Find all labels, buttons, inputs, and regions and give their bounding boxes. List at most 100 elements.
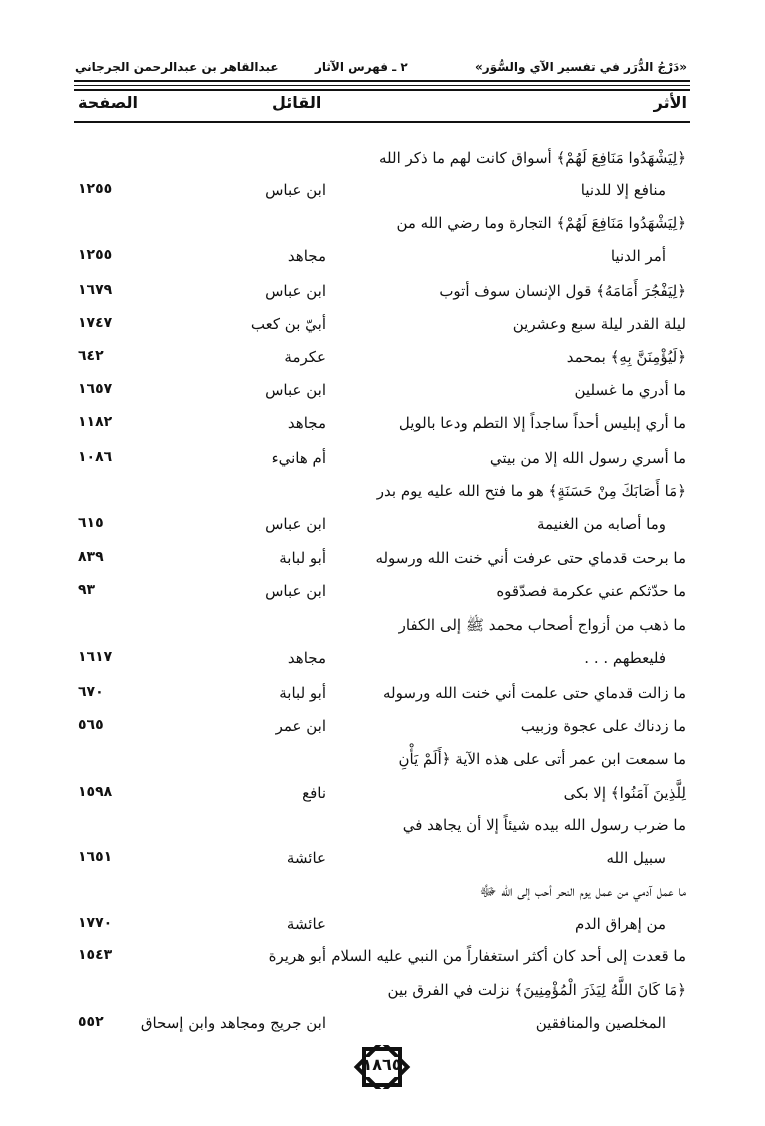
- page-ref: ٥٦٥: [78, 717, 104, 733]
- athar-text: ما برحت قدماي حتى عرفت أني خنت الله ورسو…: [375, 549, 686, 567]
- speaker: عائشة: [286, 849, 326, 867]
- page-ref: ١٧٤٧: [78, 315, 113, 331]
- speaker: أبو لبابة: [279, 684, 326, 702]
- index-row: أمر الدنيا مجاهد ١٢٥٥: [74, 243, 690, 273]
- column-header-top-rule: [74, 89, 690, 91]
- athar-text: ما زدناك على عجوة وزبيب: [520, 717, 686, 735]
- page-ref: ٩٣: [78, 582, 96, 598]
- page-ref: ٦٧٠: [78, 684, 104, 700]
- athar-text: ﴿مَا أَصَابَكَ مِنْ حَسَنَةٍ﴾ هو ما فتح …: [376, 482, 686, 500]
- index-row: المخلصين والمنافقين ابن جريج ومجاهد وابن …: [74, 1010, 690, 1040]
- index-row: منافع إلا للدنيا ابن عباس ١٢٥٥: [74, 177, 690, 207]
- index-row: ليلة القدر ليلة سبع وعشرين أبيّ بن كعب ١٧٤…: [74, 311, 690, 341]
- athar-text: ﴿لِيَشْهَدُوا مَنَافِعَ لَهُمْ﴾ التجارة …: [396, 214, 686, 232]
- athar-text: ﴿لِيَفْجُرَ أَمَامَهُ﴾ قول الإنسان سوف أ…: [439, 282, 686, 300]
- index-row: ما ذهب من أزواج أصحاب محمد ﷺ إلى الكفار: [74, 612, 690, 642]
- athar-text: ليلة القدر ليلة سبع وعشرين: [512, 315, 686, 333]
- index-row: ﴿مَا أَصَابَكَ مِنْ حَسَنَةٍ﴾ هو ما فتح …: [74, 478, 690, 508]
- index-row: فليعطهم . . . مجاهد ١٦١٧: [74, 645, 690, 675]
- index-row: ما عمل آدمي من عمل يوم النحر أحب إلى الل…: [74, 878, 690, 908]
- athar-text: منافع إلا للدنيا: [580, 181, 666, 199]
- index-row: ﴿لِيَفْجُرَ أَمَامَهُ﴾ قول الإنسان سوف أ…: [74, 278, 690, 308]
- page-ref: ١٦١٧: [78, 649, 113, 665]
- page-ref: ٦٤٢: [78, 348, 104, 364]
- athar-text: ما قعدت إلى أحد كان أكثر استغفاراً من ال…: [331, 947, 686, 965]
- athar-text: لِلَّذِينَ آمَنُوا﴾ إلا بكى: [563, 784, 686, 802]
- header-rule-thin: [74, 85, 690, 86]
- speaker: أم هانيء: [271, 449, 326, 467]
- index-row: ما قعدت إلى أحد كان أكثر استغفاراً من ال…: [74, 943, 690, 973]
- index-row: ما سمعت ابن عمر أتى على هذه الآية ﴿أَلَم…: [74, 746, 690, 776]
- index-row: ما أسري رسول الله إلا من بيتي أم هانيء ١٠٨…: [74, 445, 690, 475]
- athar-text: ﴿مَا كَانَ اللَّهُ لِيَذَرَ الْمُؤْمِنِي…: [387, 981, 686, 999]
- speaker: مجاهد: [287, 649, 326, 667]
- page-ref: ٨٣٩: [78, 549, 104, 565]
- index-row: وما أصابه من الغنيمة ابن عباس ٦١٥: [74, 511, 690, 541]
- athar-text: وما أصابه من الغنيمة: [536, 515, 666, 533]
- athar-text: ما ذهب من أزواج أصحاب محمد ﷺ إلى الكفار: [398, 616, 686, 634]
- speaker: عكرمة: [284, 348, 326, 366]
- index-row: من إهراق الدم عائشة ١٧٧٠: [74, 911, 690, 941]
- running-header-book-title: «دَرْجُ الدُّرَر في تفسير الآي والسُّوَر…: [475, 60, 687, 74]
- index-row: ﴿لِيَشْهَدُوا مَنَافِعَ لَهُمْ﴾ التجارة …: [74, 210, 690, 240]
- page-number: ١٨٦٥: [362, 1055, 402, 1074]
- athar-text: المخلصين والمنافقين: [535, 1014, 666, 1032]
- athar-text: ما حدّثكم عني عكرمة فصدّقوه: [496, 582, 686, 600]
- page-ref: ١٦٥٧: [78, 381, 113, 397]
- athar-text: ما أدري ما غسلين: [574, 381, 686, 399]
- page-ref: ١٧٧٠: [78, 915, 113, 931]
- speaker: مجاهد: [287, 414, 326, 432]
- athar-text: ما سمعت ابن عمر أتى على هذه الآية ﴿أَلَم…: [398, 750, 687, 768]
- speaker: ابن عباس: [265, 181, 326, 199]
- page-ref: ١١٨٢: [78, 414, 113, 430]
- index-row: ما ضرب رسول الله بيده شيئاً إلا أن يجاهد…: [74, 812, 690, 842]
- speaker: ابن عباس: [265, 282, 326, 300]
- speaker: عائشة: [286, 915, 326, 933]
- speaker: ابن عباس: [265, 381, 326, 399]
- column-header-page: الصفحة: [78, 93, 139, 112]
- index-row: ما أري إبليس أحداً ساجداً إلا التطم ودعا…: [74, 410, 690, 440]
- page-number-ornament: ١٨٦٥: [352, 1038, 412, 1096]
- athar-text: ما أسري رسول الله إلا من بيتي: [489, 449, 686, 467]
- athar-text: ﴿لِيَشْهَدُوا مَنَافِعَ لَهُمْ﴾ أسواق كا…: [379, 149, 686, 167]
- index-row: ما زالت قدماي حتى علمت أني خنت الله ورسو…: [74, 680, 690, 710]
- index-row: ما برحت قدماي حتى عرفت أني خنت الله ورسو…: [74, 545, 690, 575]
- index-row: لِلَّذِينَ آمَنُوا﴾ إلا بكى نافع ١٥٩٨: [74, 780, 690, 810]
- running-header-author: عبدالقاهر بن عبدالرحمن الجرجاني: [75, 60, 279, 74]
- page-ref: ١٦٧٩: [78, 282, 113, 298]
- page-ref: ١٥٤٣: [78, 947, 113, 963]
- athar-text: من إهراق الدم: [574, 915, 666, 933]
- page-ref: ٦١٥: [78, 515, 104, 531]
- speaker: ابن عباس: [265, 515, 326, 533]
- index-row: ما أدري ما غسلين ابن عباس ١٦٥٧: [74, 377, 690, 407]
- column-header-athar: الأثر: [653, 93, 687, 112]
- page-ref: ١٦٥١: [78, 849, 113, 865]
- speaker: أبيّ بن كعب: [250, 315, 326, 333]
- athar-text: أمر الدنيا: [610, 247, 666, 265]
- athar-text: فليعطهم . . .: [584, 649, 666, 667]
- athar-text: ما زالت قدماي حتى علمت أني خنت الله ورسو…: [382, 684, 686, 702]
- running-header-section: ٢ ـ فهرس الآثار: [315, 60, 408, 74]
- athar-text: سبيل الله: [606, 849, 667, 867]
- speaker: مجاهد: [287, 247, 326, 265]
- speaker: ابن عباس: [265, 582, 326, 600]
- index-row: ﴿مَا كَانَ اللَّهُ لِيَذَرَ الْمُؤْمِنِي…: [74, 977, 690, 1007]
- octagram-frame-icon: [353, 1038, 411, 1096]
- index-row: ﴿لَيُؤْمِنَنَّ بِهِ﴾ بمحمد عكرمة ٦٤٢: [74, 344, 690, 374]
- index-row: ما حدّثكم عني عكرمة فصدّقوه ابن عباس ٩٣: [74, 578, 690, 608]
- speaker: أبو هريرة: [268, 947, 326, 965]
- speaker: ابن عمر: [275, 717, 326, 735]
- column-header-qail: القائل: [272, 93, 322, 112]
- index-row: ﴿لِيَشْهَدُوا مَنَافِعَ لَهُمْ﴾ أسواق كا…: [74, 145, 690, 175]
- page-ref: ١٢٥٥: [78, 247, 113, 263]
- athar-text: ما عمل آدمي من عمل يوم النحر أحب إلى الل…: [479, 882, 686, 900]
- athar-text: ما أري إبليس أحداً ساجداً إلا التطم ودعا…: [398, 414, 686, 432]
- column-header-bottom-rule: [74, 121, 690, 123]
- page-ref: ١٢٥٥: [78, 181, 113, 197]
- speaker: ابن جريج ومجاهد وابن إسحاق: [140, 1014, 326, 1032]
- page-ref: ١٠٨٦: [78, 449, 113, 465]
- page-ref: ٥٥٢: [78, 1014, 104, 1030]
- athar-text: ما ضرب رسول الله بيده شيئاً إلا أن يجاهد…: [402, 816, 686, 834]
- athar-text: ﴿لَيُؤْمِنَنَّ بِهِ﴾ بمحمد: [566, 348, 686, 366]
- speaker: أبو لبابة: [279, 549, 326, 567]
